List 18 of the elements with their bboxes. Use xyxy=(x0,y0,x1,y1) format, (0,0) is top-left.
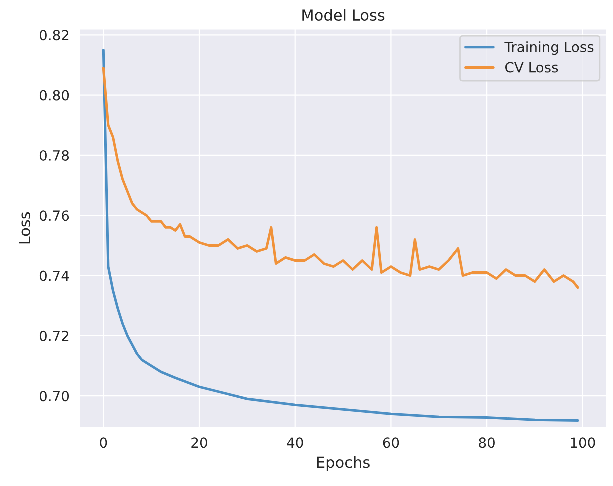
x-tick-label: 0 xyxy=(100,438,108,448)
legend-label: Training Loss xyxy=(504,42,594,56)
x-tick-label: 80 xyxy=(479,438,495,448)
y-tick-label: 0.76 xyxy=(40,210,70,222)
x-tick-label: 40 xyxy=(287,438,304,448)
x-axis-title: Epochs xyxy=(317,456,370,472)
chart-title: Model Loss xyxy=(302,9,385,22)
x-tick-label: 20 xyxy=(192,438,208,448)
y-tick-label: 0.72 xyxy=(40,330,69,342)
x-tick-label: 60 xyxy=(383,438,400,448)
y-tick-label: 0.70 xyxy=(40,391,70,402)
y-tick-label: 0.82 xyxy=(40,30,69,41)
x-tick-label: 100 xyxy=(571,438,596,448)
y-tick-label: 0.74 xyxy=(40,270,70,282)
y-tick-label: 0.78 xyxy=(40,150,70,161)
y-tick-label: 0.80 xyxy=(40,90,70,101)
y-axis-title: Loss xyxy=(19,212,31,244)
legend-label: CV Loss xyxy=(505,62,558,73)
